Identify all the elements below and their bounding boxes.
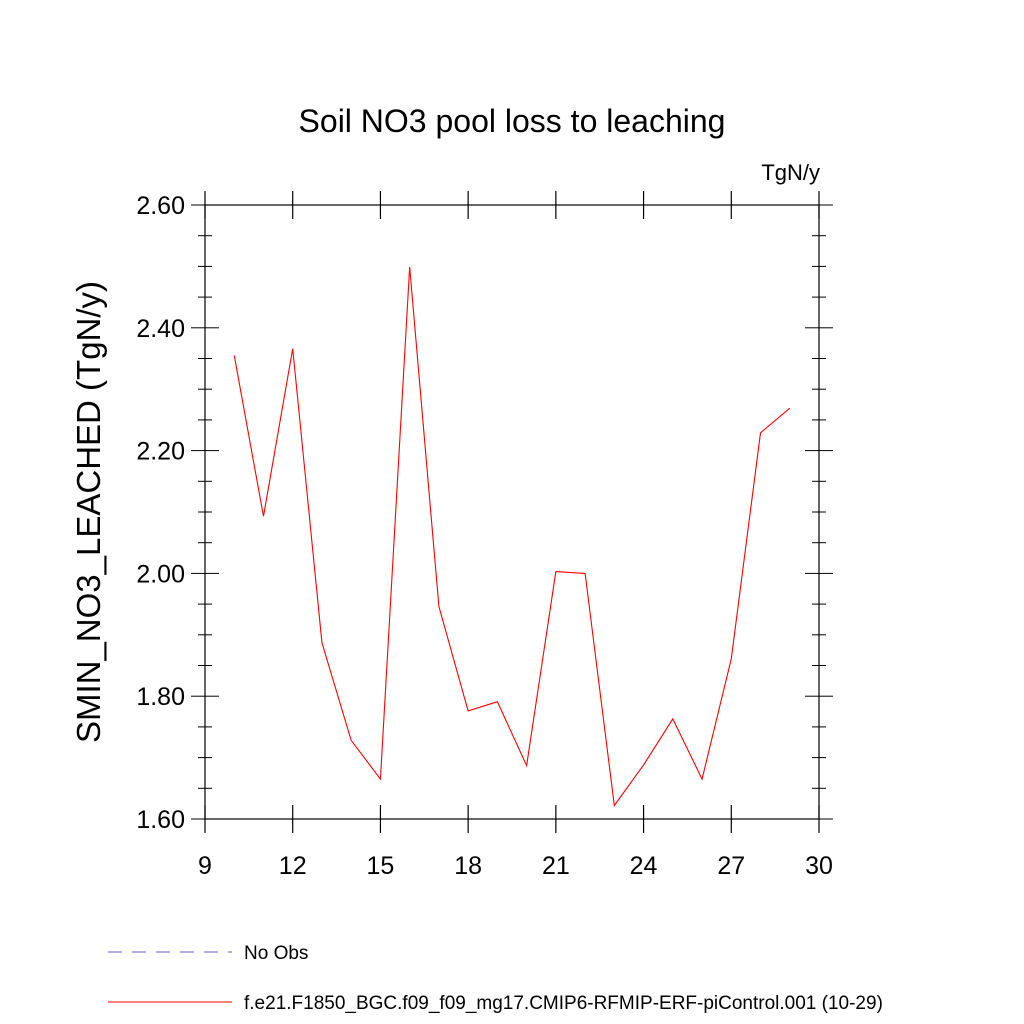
- y-tick-label: 2.60: [136, 192, 185, 220]
- y-tick-label: 2.00: [136, 560, 185, 588]
- units-label: TgN/y: [761, 160, 820, 185]
- tick-labels: 9 12 15 18 21 24 27 30 1.60 1.80 2.00 2.20 2.40 2.60: [136, 192, 833, 880]
- plot-frame: [204, 204, 820, 820]
- y-tick-label: 2.40: [136, 315, 185, 343]
- y-tick-label: 1.60: [136, 806, 185, 834]
- x-tick-label: 21: [542, 852, 570, 880]
- x-tick-label: 27: [717, 852, 745, 880]
- series-group: [233, 266, 791, 807]
- axis-ticks: [191, 191, 833, 833]
- y-axis-label: SMIN_NO3_LEACHED (TgN/y): [70, 281, 107, 743]
- y-tick-label: 2.20: [136, 438, 185, 466]
- x-tick-label: 30: [805, 852, 833, 880]
- legend-label: f.e21.F1850_BGC.f09_f09_mg17.CMIP6-RFMIP…: [244, 993, 883, 1014]
- x-tick-label: 18: [454, 852, 482, 880]
- series-line: [233, 266, 791, 807]
- x-tick-label: 24: [630, 852, 658, 880]
- y-tick-label: 1.80: [136, 683, 185, 711]
- legend: No Obs f.e21.F1850_BGC.f09_f09_mg17.CMIP6…: [108, 943, 883, 1014]
- legend-label: No Obs: [244, 943, 308, 964]
- x-tick-label: 12: [279, 852, 307, 880]
- x-tick-label: 15: [367, 852, 395, 880]
- chart-title: Soil NO3 pool loss to leaching: [299, 103, 726, 139]
- x-tick-label: 9: [198, 852, 212, 880]
